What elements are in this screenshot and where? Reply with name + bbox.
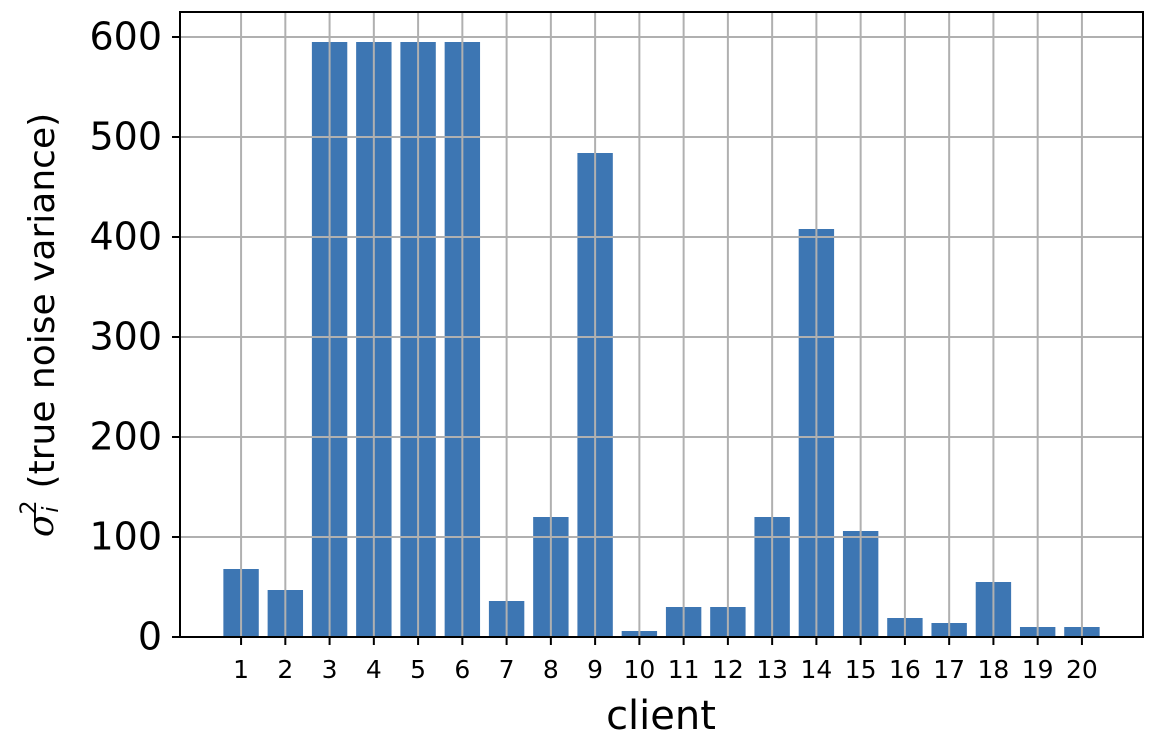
x-tick-label: 9 — [587, 655, 603, 684]
y-tick-label: 400 — [89, 215, 162, 259]
y-axis-text: (true noise variance) — [22, 113, 63, 489]
y-tick-label: 500 — [89, 115, 162, 159]
y-tick-label: 0 — [138, 615, 162, 659]
x-tick-label: 18 — [978, 655, 1010, 684]
y-axis-label: σi2 (true noise variance) — [17, 113, 64, 537]
x-axis-label: client — [606, 693, 716, 739]
x-tick-label: 7 — [499, 655, 515, 684]
x-tick-label: 2 — [277, 655, 293, 684]
x-tick-label: 12 — [712, 655, 744, 684]
x-tick-label: 19 — [1022, 655, 1054, 684]
y-tick-label: 200 — [89, 415, 162, 459]
x-tick-label: 1 — [233, 655, 249, 684]
x-tick-label: 16 — [889, 655, 921, 684]
plot-frame — [179, 11, 1144, 638]
y-tick-label: 600 — [89, 15, 162, 59]
x-tick-label: 8 — [543, 655, 559, 684]
x-tick-label: 13 — [756, 655, 788, 684]
y-axis-superscript: 2 — [17, 500, 42, 514]
y-tick-label: 100 — [89, 515, 162, 559]
y-axis-symbol: σ — [21, 511, 62, 537]
x-tick-label: 10 — [623, 655, 655, 684]
x-tick-label: 6 — [454, 655, 470, 684]
x-tick-label: 5 — [410, 655, 426, 684]
x-tick-label: 14 — [800, 655, 832, 684]
x-tick-label: 4 — [366, 655, 382, 684]
x-tick-label: 20 — [1066, 655, 1098, 684]
x-tick-label: 17 — [933, 655, 965, 684]
y-tick-label: 300 — [89, 315, 162, 359]
x-tick-label: 3 — [322, 655, 338, 684]
x-tick-label: 11 — [668, 655, 700, 684]
y-axis-subscript: i — [39, 506, 64, 512]
x-tick-label: 15 — [845, 655, 877, 684]
